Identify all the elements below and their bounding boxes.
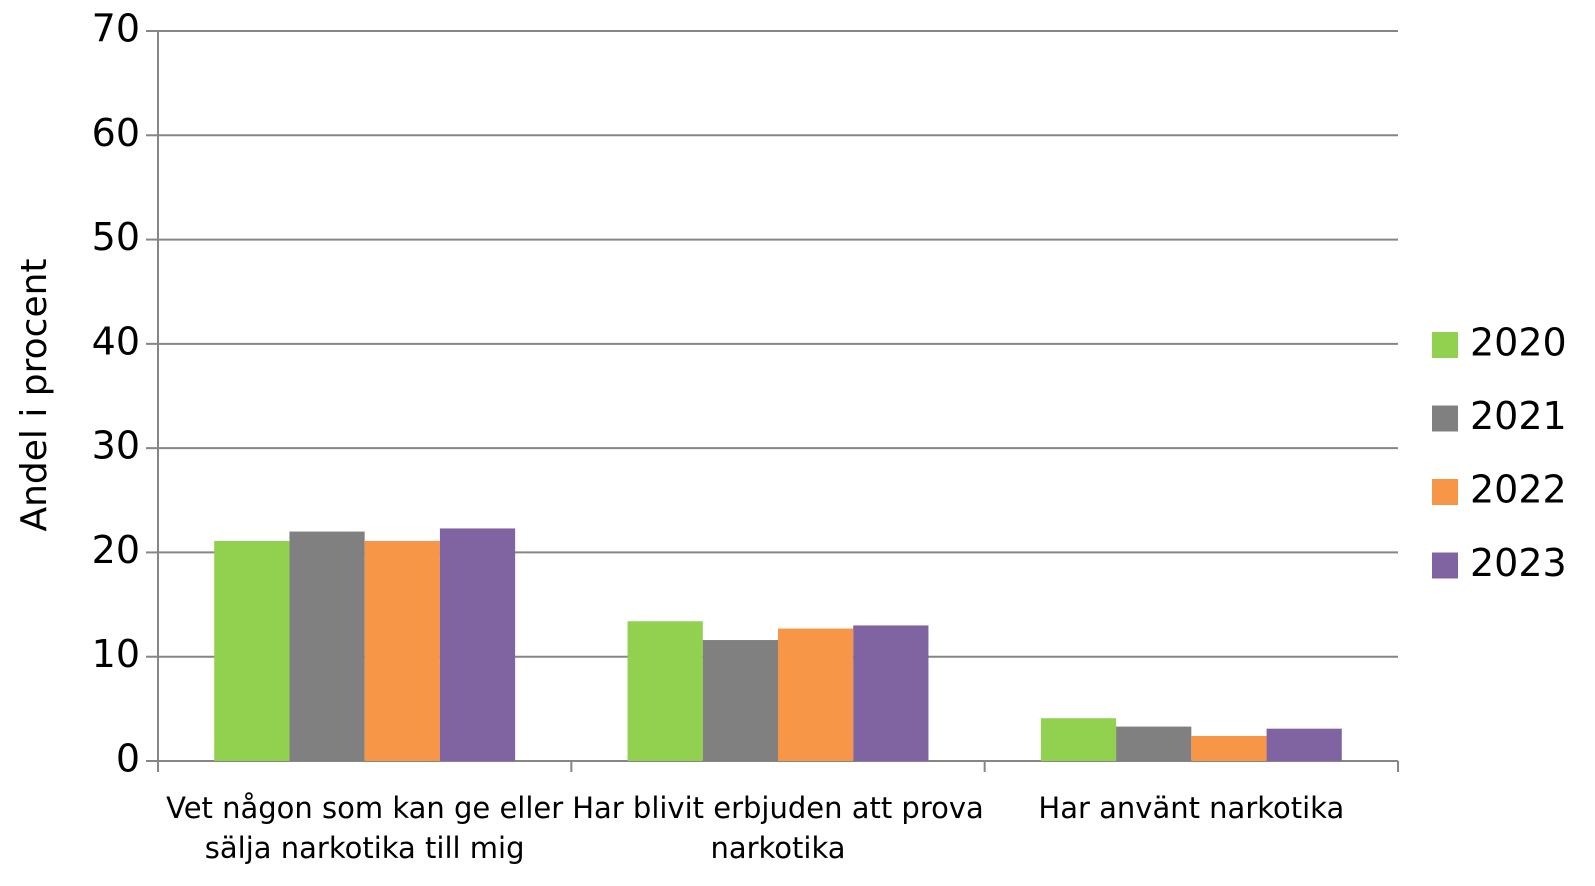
bar [702, 640, 778, 761]
y-tick-label: 50 [92, 215, 140, 259]
y-tick-label: 40 [92, 319, 140, 363]
legend-swatch [1432, 332, 1458, 358]
bar [1191, 735, 1267, 761]
bar [1266, 728, 1342, 761]
legend-swatch [1432, 405, 1458, 432]
legend-label: 2021 [1470, 394, 1567, 438]
legend-label: 2020 [1470, 321, 1567, 365]
y-tick-label: 0 [116, 737, 140, 781]
legend-swatch [1432, 552, 1458, 579]
bar [214, 540, 290, 761]
bar [778, 628, 854, 761]
bar [853, 625, 929, 761]
y-axis-title: Andel i procent [14, 258, 55, 531]
bar [1116, 726, 1192, 761]
y-tick-label: 70 [92, 7, 140, 51]
bar [289, 531, 365, 761]
y-tick-label: 30 [92, 424, 140, 468]
legend-label: 2023 [1470, 541, 1567, 585]
legend-label: 2022 [1470, 468, 1567, 512]
legend-swatch [1432, 479, 1458, 505]
bar [1040, 718, 1117, 761]
y-tick-label: 10 [92, 632, 140, 676]
x-tick-label: Har blivit erbjuden att prova narkotika [572, 791, 984, 865]
bar [364, 540, 440, 761]
y-tick-label: 60 [92, 111, 140, 155]
bar [439, 528, 516, 761]
y-tick-label: 20 [92, 528, 140, 572]
x-tick-label: Har använt narkotika [1038, 791, 1345, 825]
x-tick-label: Vet någon som kan ge eller sälja narkoti… [166, 791, 564, 865]
bar [627, 621, 703, 761]
